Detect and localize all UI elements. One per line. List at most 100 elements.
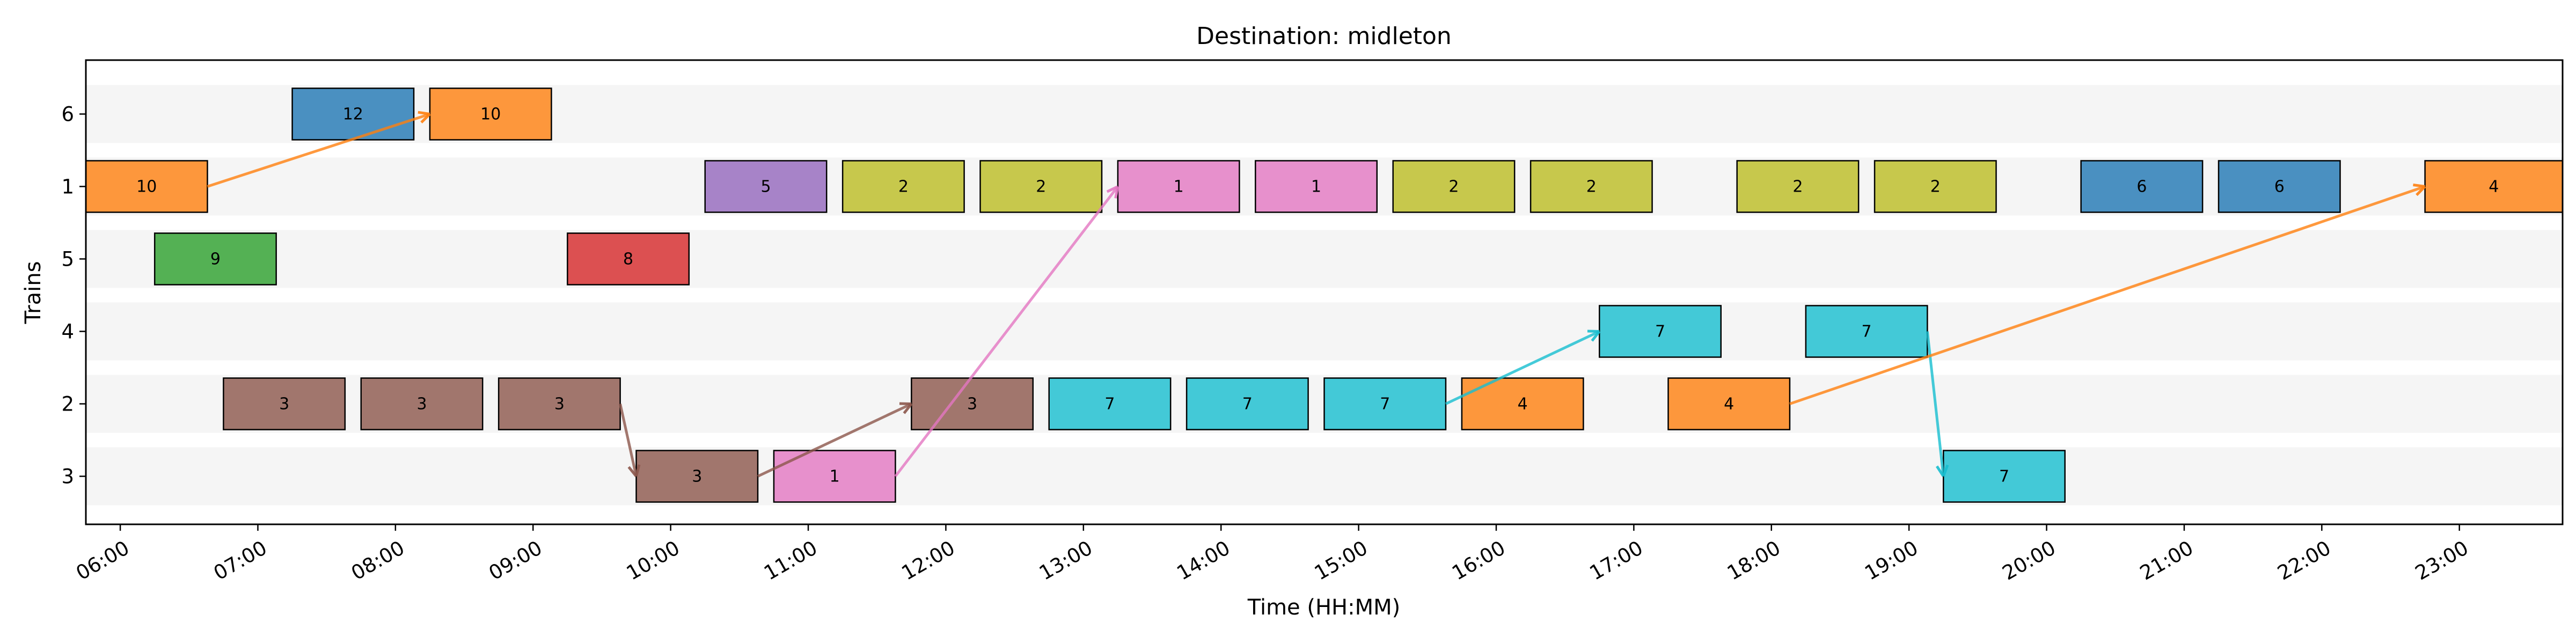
task-bar-label: 7 [1862,323,1872,341]
task-bar-label: 3 [554,395,565,414]
task-bar-label: 9 [210,250,221,269]
y-tick-label: 6 [61,103,74,126]
transfer-arrow [894,185,1119,478]
task-bar-label: 1 [830,467,840,486]
task-bar-label: 4 [2489,178,2499,196]
task-bar-label: 2 [898,178,909,196]
x-tick-label: 13:00 [1035,536,1096,585]
x-tick-label: 12:00 [898,536,959,585]
task-bar-label: 1 [1311,178,1321,196]
task-bar [153,232,277,286]
transfer-arrows [207,111,2426,478]
task-bar [497,377,621,430]
transfer-arrow [619,403,641,478]
x-tick-label: 10:00 [623,536,684,585]
task-bar-label: 3 [416,395,427,414]
x-tick-label: 18:00 [1723,536,1784,585]
row-band-4 [86,302,2563,361]
task-bar-label: 7 [1999,467,2009,486]
task-bar-label: 10 [480,105,501,124]
task-bar [1529,160,1653,213]
x-tick-label: 23:00 [2411,536,2472,585]
y-tick-label: 5 [61,248,74,271]
task-bar-label: 3 [967,395,977,414]
x-tick-label: 17:00 [1586,536,1647,585]
task-bar [1943,450,2066,503]
task-bar [1805,305,1928,358]
task-bar [567,232,690,286]
x-axis: 06:00 07:00 08:00 09:00 10:00 11:00 12:00 13:00… [72,524,2472,585]
task-bar [1323,377,1447,430]
y-axis: 6 1 5 4 2 3 [61,103,86,488]
task-bar [841,160,965,213]
x-tick-label: 08:00 [347,536,408,585]
task-bar [360,377,484,430]
task-bar-label: 3 [692,467,702,486]
task-bar [223,377,346,430]
x-tick-label: 22:00 [2274,536,2335,585]
chart-title: Destination: midleton [1196,23,1452,50]
x-tick-label: 16:00 [1448,536,1509,585]
y-axis-label: Trains [21,261,46,325]
task-bar-label: 2 [1586,178,1597,196]
task-bar-label: 2 [1448,178,1459,196]
transfer-arrow [1789,184,2426,405]
task-bar [1392,160,1516,213]
task-bar-label: 4 [1724,395,1734,414]
task-bar-label: 4 [1518,395,1528,414]
y-tick-label: 3 [61,465,74,488]
row-band-5 [86,230,2563,288]
task-bar [1255,160,1378,213]
transfer-arrow [207,111,431,188]
x-axis-label: Time (HH:MM) [1247,595,1400,620]
task-bar-label: 12 [343,105,363,124]
row-band-3 [86,447,2563,506]
x-tick-label: 21:00 [2136,536,2197,585]
y-tick-label: 1 [61,175,74,199]
task-bar [86,160,208,213]
task-bar-label: 1 [1174,178,1184,196]
task-bar-label: 3 [279,395,289,414]
x-tick-label: 15:00 [1311,536,1372,585]
task-bar-label: 8 [623,250,633,269]
task-bar [1048,377,1172,430]
task-bar-label: 2 [1792,178,1803,196]
task-bar-label: 6 [2274,178,2285,196]
x-tick-label: 06:00 [72,536,133,585]
row-bands [86,85,2563,506]
task-bar-label: 7 [1380,395,1390,414]
x-tick-label: 09:00 [485,536,546,585]
transfer-arrow [757,402,913,478]
task-bar [1874,160,1997,213]
y-tick-label: 2 [61,393,74,416]
task-bar-label: 5 [760,178,771,196]
task-bar [1599,305,1722,358]
task-bar-label: 6 [2136,178,2147,196]
task-bar [1736,160,1860,213]
transfer-arrow [1445,330,1601,405]
task-bar-label: 7 [1104,395,1115,414]
x-tick-label: 20:00 [1999,536,2060,585]
task-bar-label: 10 [136,178,157,196]
plot-frame [85,59,2564,525]
task-bar [704,160,828,213]
y-tick-label: 4 [61,320,74,343]
task-bar [1667,377,1791,430]
task-bar [2080,160,2204,213]
task-bar-label: 2 [1036,178,1046,196]
task-bar [911,377,1034,430]
task-bar [291,87,415,141]
task-bar [2218,160,2341,213]
task-bar [979,160,1103,213]
task-bar-label: 7 [1655,323,1665,341]
x-tick-label: 14:00 [1173,536,1234,585]
task-bar-label: 7 [1242,395,1253,414]
task-bar-label: 2 [1930,178,1941,196]
task-bar [1185,377,1309,430]
x-tick-label: 19:00 [1861,536,1922,585]
x-tick-label: 11:00 [760,536,821,585]
x-tick-label: 07:00 [210,536,271,585]
task-bar [429,87,552,141]
